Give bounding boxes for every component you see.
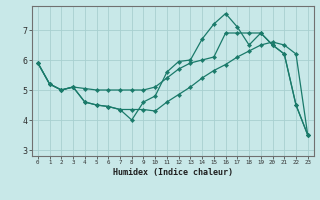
X-axis label: Humidex (Indice chaleur): Humidex (Indice chaleur): [113, 168, 233, 177]
